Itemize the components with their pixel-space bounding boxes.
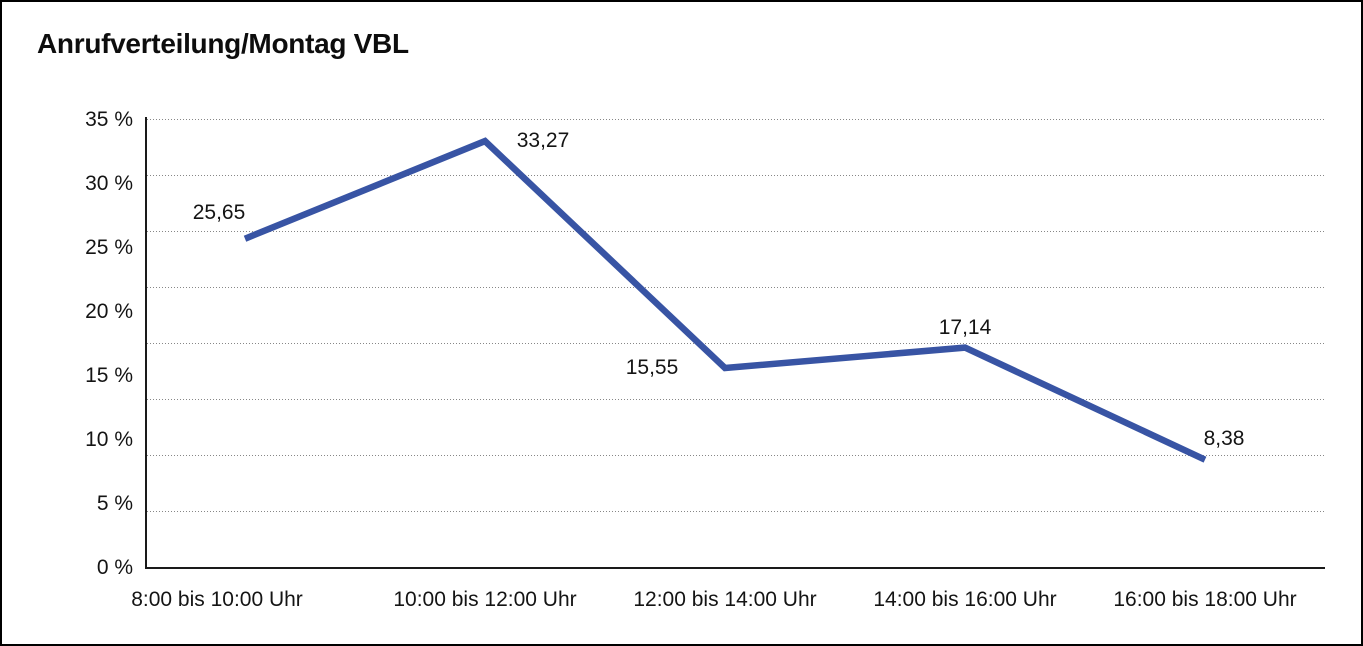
gridline [147,343,1325,344]
y-tick-label: 10 % [85,428,133,451]
x-axis-line [145,567,1325,569]
gridline [147,455,1325,456]
gridline [147,231,1325,232]
gridline [147,287,1325,288]
gridline [147,399,1325,400]
x-tick-label: 14:00 bis 16:00 Uhr [873,588,1057,611]
x-tick-label: 8:00 bis 10:00 Uhr [131,588,303,611]
x-tick-label: 16:00 bis 18:00 Uhr [1113,588,1297,611]
y-tick-label: 5 % [96,492,133,515]
gridline [147,511,1325,512]
data-point-label: 17,14 [938,315,992,339]
y-tick-label: 0 % [96,556,133,579]
data-point-label: 8,38 [1203,426,1245,450]
chart-title: Anrufverteilung/Montag VBL [37,28,409,59]
x-tick-label: 10:00 bis 12:00 Uhr [393,588,577,611]
y-tick-label: 30 % [85,172,133,195]
y-tick-label: 25 % [85,236,133,259]
y-tick-label: 20 % [85,300,133,323]
gridline [147,175,1325,176]
data-line [243,137,1207,463]
y-tick-label: 15 % [85,364,133,387]
gridline [147,119,1325,120]
y-tick-label: 35 % [85,108,133,131]
data-point-label: 25,65 [192,200,246,224]
x-tick-label: 12:00 bis 14:00 Uhr [633,588,817,611]
data-point-label: 15,55 [625,355,679,379]
y-axis-line [145,117,147,569]
data-point-label: 33,27 [516,129,570,153]
